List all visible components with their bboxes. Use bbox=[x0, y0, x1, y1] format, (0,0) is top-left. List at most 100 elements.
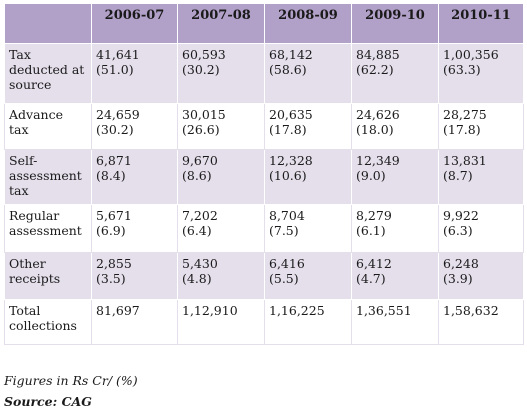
cell-percentage: (51.0) bbox=[96, 62, 134, 77]
cell-amount: 9,922 bbox=[443, 208, 479, 223]
cell-percentage: (7.5) bbox=[269, 223, 299, 238]
data-cell: 1,12,910 bbox=[177, 299, 265, 345]
table-row: Regular assessment 5,671 (6.9) 7,202 (6.4) 8,7… bbox=[4, 204, 524, 253]
data-cell: 1,16,225 bbox=[264, 299, 352, 345]
cell-amount: 12,328 bbox=[269, 153, 313, 168]
table-row: Tax deducted at source 41,641 (51.0) 60,593 (3… bbox=[4, 43, 524, 104]
cell-percentage: (8.7) bbox=[443, 168, 473, 183]
data-cell: 8,279 (6.1) bbox=[351, 204, 439, 253]
row-label-line: Tax bbox=[9, 47, 31, 62]
data-cell: 6,248 (3.9) bbox=[438, 252, 524, 300]
data-cell: 7,202 (6.4) bbox=[177, 204, 265, 253]
column-header: 2006-07 bbox=[91, 3, 178, 44]
data-cell: 1,36,551 bbox=[351, 299, 439, 345]
row-label-line: Other bbox=[9, 256, 46, 271]
data-cell: 9,922 (6.3) bbox=[438, 204, 524, 253]
cell-percentage: (30.2) bbox=[96, 122, 134, 137]
tax-collections-table: 2006-07 2007-08 2008-09 2009-10 2010-11 … bbox=[4, 3, 524, 345]
units-footnote: Figures in Rs Cr/ (%) bbox=[4, 373, 138, 388]
data-cell: 28,275 (17.8) bbox=[438, 103, 524, 150]
cell-amount: 6,871 bbox=[96, 153, 132, 168]
cell-amount: 9,670 bbox=[182, 153, 218, 168]
row-label-line: deducted at bbox=[9, 62, 85, 77]
row-label: Other receipts bbox=[4, 252, 92, 300]
data-cell: 13,831 (8.7) bbox=[438, 149, 524, 205]
cell-percentage: (3.5) bbox=[96, 271, 126, 286]
cell-percentage: (30.2) bbox=[182, 62, 220, 77]
cell-amount: 13,831 bbox=[443, 153, 487, 168]
cell-percentage: (9.0) bbox=[356, 168, 386, 183]
data-cell: 6,416 (5.5) bbox=[264, 252, 352, 300]
row-label-line: tax bbox=[9, 183, 29, 198]
data-cell: 24,626 (18.0) bbox=[351, 103, 439, 150]
row-label-line: tax bbox=[9, 122, 29, 137]
cell-percentage: (3.9) bbox=[443, 271, 473, 286]
cell-percentage: (5.5) bbox=[269, 271, 299, 286]
cell-amount: 2,855 bbox=[96, 256, 132, 271]
cell-percentage: (8.6) bbox=[182, 168, 212, 183]
cell-amount: 12,349 bbox=[356, 153, 400, 168]
table-row: Other receipts 2,855 (3.5) 5,430 (4.8) 6,416 (5… bbox=[4, 252, 524, 300]
table-row: Self-assessment tax 6,871 (8.4) 9,670 (8.6) 12… bbox=[4, 149, 524, 205]
data-cell: 84,885 (62.2) bbox=[351, 43, 439, 104]
cell-amount: 1,00,356 bbox=[443, 47, 499, 62]
cell-amount: 1,12,910 bbox=[182, 303, 238, 318]
cell-amount: 60,593 bbox=[182, 47, 226, 62]
cell-amount: 8,704 bbox=[269, 208, 305, 223]
row-label-line: collections bbox=[9, 318, 77, 333]
cell-amount: 81,697 bbox=[96, 303, 140, 318]
cell-percentage: (6.3) bbox=[443, 223, 473, 238]
data-cell: 60,593 (30.2) bbox=[177, 43, 265, 104]
column-header: 2007-08 bbox=[177, 3, 265, 44]
row-label-line: Total bbox=[9, 303, 41, 318]
header-row: 2006-07 2007-08 2008-09 2009-10 2010-11 bbox=[4, 3, 524, 44]
cell-amount: 24,626 bbox=[356, 107, 400, 122]
cell-amount: 84,885 bbox=[356, 47, 400, 62]
data-cell: 8,704 (7.5) bbox=[264, 204, 352, 253]
table-body: Tax deducted at source 41,641 (51.0) 60,593 (3… bbox=[4, 43, 524, 345]
table-row: Total collections 81,697 1,12,910 1,16,225 1,… bbox=[4, 299, 524, 345]
data-cell: 6,871 (8.4) bbox=[91, 149, 178, 205]
cell-amount: 5,430 bbox=[182, 256, 218, 271]
cell-percentage: (4.8) bbox=[182, 271, 212, 286]
cell-amount: 8,279 bbox=[356, 208, 392, 223]
row-label: Tax deducted at source bbox=[4, 43, 92, 104]
data-cell: 12,349 (9.0) bbox=[351, 149, 439, 205]
row-label: Total collections bbox=[4, 299, 92, 345]
cell-amount: 20,635 bbox=[269, 107, 313, 122]
column-header: 2010-11 bbox=[438, 3, 524, 44]
cell-percentage: (17.8) bbox=[269, 122, 307, 137]
cell-amount: 6,248 bbox=[443, 256, 479, 271]
data-cell: 6,412 (4.7) bbox=[351, 252, 439, 300]
data-cell: 20,635 (17.8) bbox=[264, 103, 352, 150]
cell-percentage: (18.0) bbox=[356, 122, 394, 137]
data-cell: 68,142 (58.6) bbox=[264, 43, 352, 104]
cell-percentage: (26.6) bbox=[182, 122, 220, 137]
row-label-line: Regular bbox=[9, 208, 60, 223]
cell-amount: 1,58,632 bbox=[443, 303, 499, 318]
data-cell: 5,671 (6.9) bbox=[91, 204, 178, 253]
source-note: Source: CAG bbox=[4, 394, 92, 409]
cell-percentage: (62.2) bbox=[356, 62, 394, 77]
data-cell: 12,328 (10.6) bbox=[264, 149, 352, 205]
cell-amount: 68,142 bbox=[269, 47, 313, 62]
cell-amount: 7,202 bbox=[182, 208, 218, 223]
row-label-line: assessment bbox=[9, 223, 82, 238]
cell-percentage: (4.7) bbox=[356, 271, 386, 286]
row-label: Regular assessment bbox=[4, 204, 92, 253]
data-cell: 24,659 (30.2) bbox=[91, 103, 178, 150]
data-cell: 30,015 (26.6) bbox=[177, 103, 265, 150]
header-corner-cell bbox=[4, 3, 92, 44]
cell-amount: 6,412 bbox=[356, 256, 392, 271]
data-cell: 81,697 bbox=[91, 299, 178, 345]
data-cell: 1,00,356 (63.3) bbox=[438, 43, 524, 104]
column-header: 2009-10 bbox=[351, 3, 439, 44]
cell-percentage: (6.1) bbox=[356, 223, 386, 238]
row-label: Self-assessment tax bbox=[4, 149, 92, 205]
cell-percentage: (17.8) bbox=[443, 122, 481, 137]
cell-amount: 41,641 bbox=[96, 47, 140, 62]
cell-amount: 24,659 bbox=[96, 107, 140, 122]
cell-amount: 5,671 bbox=[96, 208, 132, 223]
data-cell: 9,670 (8.6) bbox=[177, 149, 265, 205]
cell-amount: 1,16,225 bbox=[269, 303, 325, 318]
